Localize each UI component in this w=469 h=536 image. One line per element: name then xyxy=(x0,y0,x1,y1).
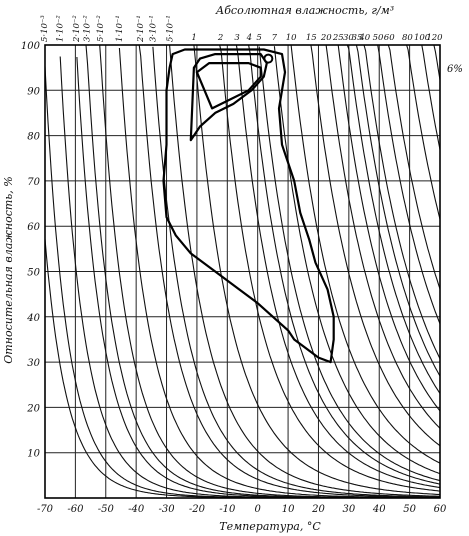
isoline-14 xyxy=(258,46,441,482)
top-tick-label-14: 5 xyxy=(256,33,261,43)
top-tick-label-6: 1·10⁻¹ xyxy=(115,15,125,42)
isoline-16 xyxy=(290,44,441,464)
top-tick-label-7: 2·10⁻¹ xyxy=(136,15,146,43)
y-tick-label-4: 50 xyxy=(27,268,40,279)
series-0-outline xyxy=(162,48,335,364)
x-tick-label-4: -30 xyxy=(158,504,175,515)
y-tick-label-6: 70 xyxy=(27,177,40,188)
isoline-22 xyxy=(363,44,441,359)
x-tick-label-1: -60 xyxy=(67,504,84,515)
top-tick-label-8: 3·10⁻¹ xyxy=(149,15,159,42)
isoline-3 xyxy=(76,56,440,499)
isoline-27 xyxy=(433,44,441,81)
series-2-outline xyxy=(195,61,262,110)
x-tick-label-12: 50 xyxy=(403,504,416,515)
x-axis-label: Температура, °C xyxy=(219,520,321,533)
x-tick-label-0: -70 xyxy=(37,504,54,515)
isoline-25 xyxy=(406,44,441,220)
y-tick-label-1: 20 xyxy=(26,403,40,414)
x-tick-label-10: 30 xyxy=(342,504,355,515)
plot-border xyxy=(44,44,441,499)
top-tick-label-20: 30 xyxy=(343,33,354,43)
isoline-26 xyxy=(420,44,441,150)
isoline-8 xyxy=(152,46,441,498)
top-axis-label: Абсолютная влажность, г/м³ xyxy=(215,4,394,17)
isoline-9 xyxy=(169,44,441,497)
top-tick-label-23: 50 xyxy=(373,33,384,43)
x-tick-label-6: -10 xyxy=(219,504,236,515)
top-tick-label-13: 4 xyxy=(246,33,252,43)
x-tick-label-13: 60 xyxy=(434,504,447,515)
y-tick-label-2: 30 xyxy=(27,358,40,369)
top-tick-label-12: 3 xyxy=(234,33,239,43)
top-tick-label-18: 20 xyxy=(320,33,332,43)
plot-frame xyxy=(44,44,441,499)
isoline-10 xyxy=(193,44,441,496)
x-tick-label-11: 40 xyxy=(372,504,386,515)
y-tick-labels: 10 20 30 40 50 60 70 80 90 100 xyxy=(21,41,41,460)
top-tick-label-2: 1·10⁻² xyxy=(56,15,66,42)
x-tick-label-8: 10 xyxy=(282,504,295,515)
top-tick-label-5: 5·10⁻² xyxy=(96,15,106,42)
x-tick-label-2: -50 xyxy=(98,504,115,515)
top-tick-label-24: 60 xyxy=(384,33,395,43)
isoline-20 xyxy=(346,44,441,394)
top-tick-label-4: 3·10⁻² xyxy=(83,15,93,42)
y-tick-label-3: 40 xyxy=(26,313,40,324)
top-tick-label-27: 120 xyxy=(426,33,443,43)
top-tick-label-9: 5·10⁻¹ xyxy=(166,15,176,42)
x-tick-label-5: -20 xyxy=(189,504,206,515)
isoline-24 xyxy=(387,44,441,290)
top-tick-label-10: 1 xyxy=(191,33,196,43)
top-tick-label-19: 25 xyxy=(332,33,344,43)
top-tick-label-1: 5·10⁻³ xyxy=(40,15,50,42)
top-tick-label-11: 2 xyxy=(217,33,223,43)
top-tick-labels: 5·10⁻³ 1·10⁻² 2·10⁻² 3·10⁻² 5·10⁻² 1·10⁻¹ 2·10… xyxy=(40,15,443,43)
isoline-19 xyxy=(336,44,441,412)
y-tick-label-0: 10 xyxy=(27,449,40,460)
isoline-18 xyxy=(325,44,441,429)
x-tick-label-9: 20 xyxy=(311,504,325,515)
top-tick-label-21: 35 xyxy=(352,33,363,43)
x-tick-label-3: -40 xyxy=(128,504,145,515)
top-tick-label-15: 7 xyxy=(272,33,278,43)
y-tick-label-5: 60 xyxy=(27,222,40,233)
isoline-17 xyxy=(310,44,441,447)
isoline-13 xyxy=(248,44,441,485)
data-series xyxy=(162,48,335,364)
isoline-23 xyxy=(377,44,441,325)
isoline-7 xyxy=(138,44,440,498)
top-tick-label-17: 15 xyxy=(306,33,317,43)
top-tick-label-22: 40 xyxy=(358,33,370,43)
y-tick-label-7: 80 xyxy=(27,132,40,143)
y-tick-label-9: 100 xyxy=(21,41,41,52)
top-tick-label-26: 100 xyxy=(414,33,431,43)
series-1-outline xyxy=(189,52,268,142)
right-annotation: 6% xyxy=(447,64,463,75)
isoline-11 xyxy=(219,44,441,492)
isoline-15 xyxy=(273,46,441,475)
y-tick-label-8: 90 xyxy=(27,86,40,97)
isoline-12 xyxy=(235,44,441,489)
isoline-21 xyxy=(355,44,441,377)
series-3-point xyxy=(263,53,274,64)
top-tick-label-16: 10 xyxy=(286,33,297,43)
top-tick-label-25: 80 xyxy=(402,33,413,43)
x-tick-labels: -70 -60 -50 -40 -30 -20 -10 0 10 20 30 40 50 60 xyxy=(37,504,447,515)
x-tick-label-7: 0 xyxy=(255,504,262,515)
y-axis-label: Относительная влажность, % xyxy=(2,176,15,363)
top-tick-label-3: 2·10⁻² xyxy=(72,15,82,43)
